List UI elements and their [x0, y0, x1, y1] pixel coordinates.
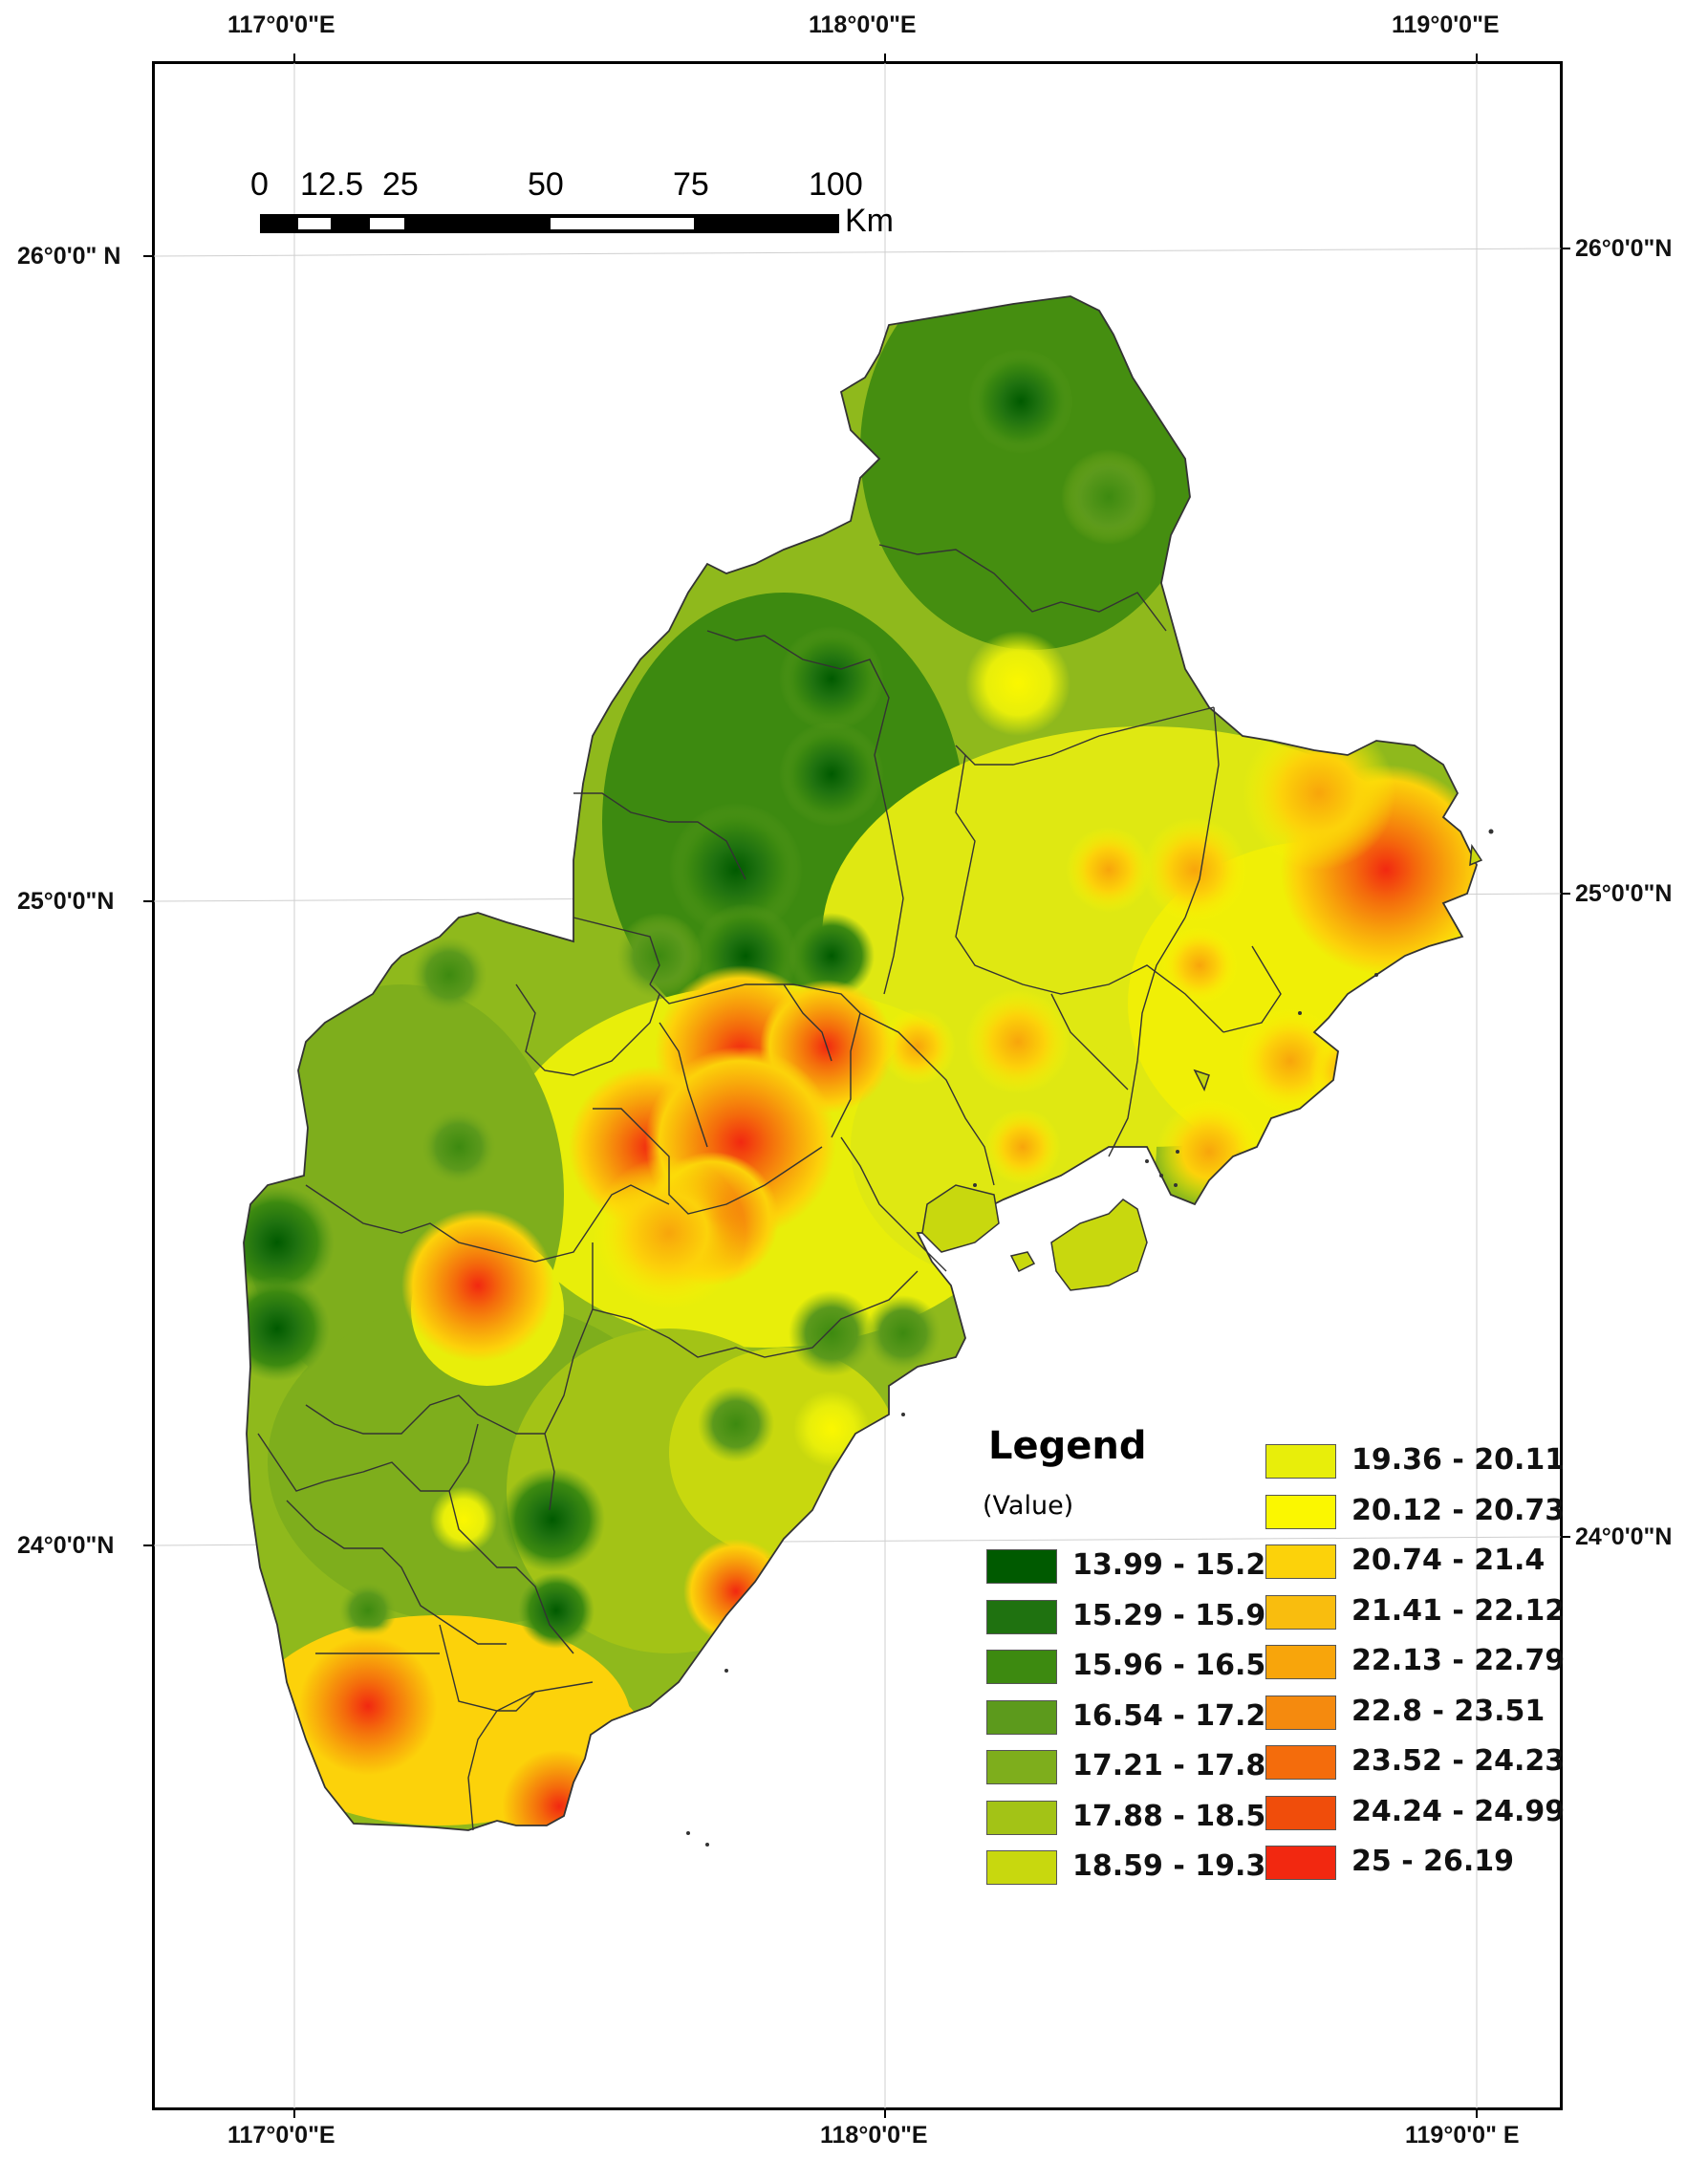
scale-bar-graphic [260, 214, 839, 233]
legend-swatch [986, 1599, 1057, 1634]
scale-tick-50: 50 [528, 166, 564, 203]
lat-label-left-26: 26°0'0" N [17, 243, 121, 270]
lon-label-top-119: 119°0'0"E [1392, 11, 1500, 38]
legend-swatch [1265, 1594, 1336, 1630]
legend-swatch [1265, 1745, 1336, 1780]
legend-swatch [986, 1650, 1057, 1684]
legend-label: 15.96 - 16.53 [1072, 1649, 1286, 1682]
legend-swatch [986, 1549, 1057, 1584]
legend-label: 20.74 - 21.4 [1351, 1544, 1546, 1577]
legend-swatch [1265, 1444, 1336, 1479]
scale-tick-12-5: 12.5 [300, 166, 364, 203]
lon-label-bottom-117: 117°0'0"E [227, 2122, 335, 2149]
scale-tick-25: 25 [382, 166, 419, 203]
legend-label: 15.29 - 15.95 [1072, 1598, 1286, 1632]
islets [686, 829, 1494, 1847]
lat-label-right-24: 24°0'0"N [1575, 1523, 1673, 1550]
lat-label-right-25: 25°0'0"N [1575, 880, 1673, 907]
county-boundaries [257, 544, 1282, 1831]
lon-label-top-118: 118°0'0"E [809, 11, 917, 38]
legend-label: 16.54 - 17.2 [1072, 1698, 1266, 1733]
legend-label: 13.99 - 15.28 [1072, 1548, 1286, 1582]
legend-swatch [986, 1699, 1057, 1735]
legend-swatch [1265, 1846, 1336, 1880]
legend-swatch [986, 1850, 1057, 1885]
lat-label-right-26: 26°0'0"N [1575, 235, 1673, 262]
legend-swatch [1265, 1494, 1336, 1529]
lat-label-left-24: 24°0'0"N [17, 1532, 115, 1559]
legend-swatch [1265, 1645, 1336, 1679]
lon-label-bottom-119: 119°0'0" E [1405, 2122, 1520, 2149]
legend-swatch [986, 1800, 1057, 1835]
legend-subtitle: (Value) [983, 1491, 1074, 1521]
legend-swatch [1265, 1795, 1336, 1830]
scale-tick-0: 0 [250, 166, 269, 203]
scale-tick-100: 100 [809, 166, 863, 203]
legend-label: 19.36 - 20.11 [1351, 1443, 1566, 1477]
legend-label: 21.41 - 22.12 [1351, 1593, 1566, 1628]
legend-label: 24.24 - 24.99 [1351, 1794, 1566, 1828]
legend-label: 22.8 - 23.51 [1351, 1694, 1546, 1728]
legend-label: 17.88 - 18.58 [1072, 1799, 1286, 1833]
lat-label-left-25: 25°0'0"N [17, 888, 115, 915]
legend-label: 23.52 - 24.23 [1351, 1744, 1566, 1778]
legend-label: 25 - 26.19 [1351, 1845, 1514, 1878]
legend-swatch [986, 1750, 1057, 1784]
scale-tick-75: 75 [673, 166, 709, 203]
lon-label-top-117: 117°0'0"E [227, 11, 335, 38]
frame-ticks [143, 54, 1570, 2118]
legend-label: 18.59 - 19.35 [1072, 1849, 1286, 1883]
legend-swatch [1265, 1695, 1336, 1730]
legend-title: Legend [988, 1424, 1147, 1468]
legend-label: 22.13 - 22.79 [1351, 1644, 1566, 1677]
islands [921, 843, 1483, 1291]
legend-label: 20.12 - 20.73 [1351, 1493, 1566, 1527]
scale-unit: Km [845, 203, 894, 239]
legend-swatch [1265, 1544, 1336, 1579]
lon-label-bottom-118: 118°0'0"E [820, 2122, 928, 2149]
legend-label: 17.21 - 17.87 [1072, 1749, 1286, 1782]
